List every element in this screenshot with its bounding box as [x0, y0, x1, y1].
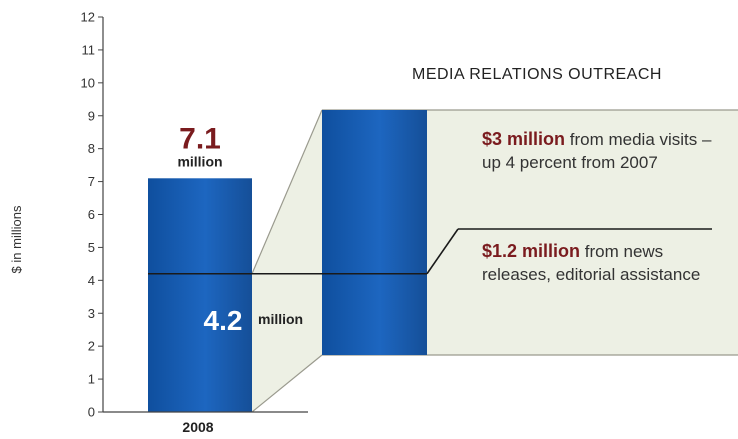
breakdown-highlight: $3 million — [482, 129, 566, 149]
segment-value-label: 4.2 — [204, 305, 243, 336]
y-tick-label: 8 — [88, 141, 95, 156]
y-tick-label: 2 — [88, 339, 95, 354]
breakdown-text: from news releases, editorial assistance — [482, 242, 701, 284]
breakdown-leader-line — [426, 228, 459, 275]
x-tick-label: 2008 — [182, 419, 213, 435]
zoom-wedge-top-edge — [251, 109, 323, 274]
breakdown-highlight: $1.2 million — [482, 241, 581, 261]
breakdown-panel — [427, 110, 738, 355]
y-tick-label: 4 — [88, 273, 95, 288]
breakdown-note-news-releases: $1.2 million from news releases, editori… — [482, 240, 707, 286]
y-tick-label: 11 — [82, 42, 96, 57]
segment-unit-label: million — [258, 311, 303, 327]
breakdown-text: from media visits – up 4 percent from 20… — [482, 130, 712, 172]
bar-breakdown — [322, 110, 427, 355]
y-tick-label: 3 — [88, 306, 95, 321]
total-value-label: 7.1 — [179, 122, 221, 155]
total-unit-label: million — [177, 153, 222, 169]
chart-title: MEDIA RELATIONS OUTREACH — [412, 66, 662, 83]
zoom-wedge-bottom-edge — [251, 354, 323, 413]
y-tick-label: 7 — [88, 174, 95, 189]
y-tick-label: 10 — [81, 75, 95, 90]
zoom-wedge — [252, 110, 322, 412]
y-tick-label: 1 — [88, 372, 95, 387]
y-axis-label: $ in millions — [9, 205, 24, 273]
bar-2008-total — [148, 178, 252, 412]
y-tick-label: 9 — [88, 108, 95, 123]
y-tick-label: 6 — [88, 207, 95, 222]
y-tick-label: 5 — [88, 240, 95, 255]
breakdown-note-media-visits: $3 million from media visits – up 4 perc… — [482, 128, 714, 174]
y-tick-label: 0 — [88, 405, 95, 420]
y-tick-label: 12 — [81, 10, 95, 25]
